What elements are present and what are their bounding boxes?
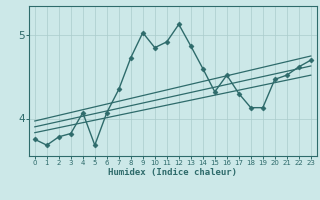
X-axis label: Humidex (Indice chaleur): Humidex (Indice chaleur)	[108, 168, 237, 177]
